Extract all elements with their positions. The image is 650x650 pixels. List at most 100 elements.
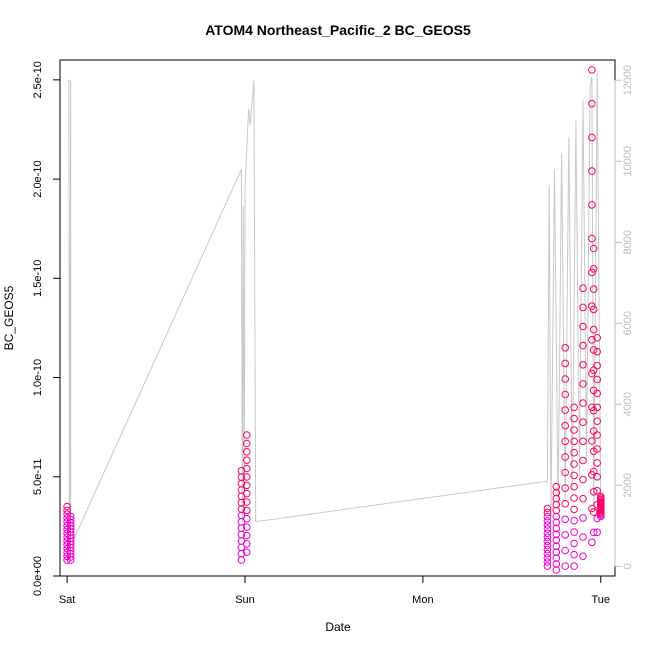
data-point [589, 265, 598, 273]
data-point [561, 421, 570, 430]
data-point [593, 486, 602, 495]
data-point [552, 566, 561, 574]
plot-frame [59, 59, 616, 577]
data-point [543, 537, 552, 546]
data-point [552, 488, 561, 497]
bc-geos5-point-series [63, 66, 605, 574]
data-point [593, 403, 602, 412]
data-point [561, 546, 570, 555]
x-tick-label: Tue [591, 594, 610, 606]
data-point [66, 515, 75, 524]
data-point [593, 375, 602, 384]
data-point [570, 460, 578, 468]
data-point [588, 437, 596, 445]
data-point [588, 268, 596, 277]
data-point [552, 512, 561, 521]
data-point [589, 346, 598, 354]
y-axis-left: 0.0e+00 5.0e-11 1.0e-10 1.5e-10 2.0e-10 2.5e-… [32, 61, 61, 596]
data-point [579, 494, 587, 503]
data-point [543, 554, 552, 562]
y-tick-label: 1.0e-10 [32, 359, 44, 396]
data-point [243, 431, 251, 439]
data-point [243, 481, 251, 490]
data-point [588, 234, 596, 243]
y-tick-label: 2.5e-10 [32, 61, 44, 98]
data-point [552, 494, 561, 503]
data-point [579, 341, 587, 350]
data-point [243, 489, 251, 498]
data-point [243, 498, 251, 506]
data-point [570, 562, 578, 570]
data-point [589, 244, 598, 253]
data-point [588, 99, 596, 108]
data-point [552, 518, 561, 527]
data-point [66, 512, 75, 521]
data-point [243, 439, 251, 448]
data-point [552, 506, 561, 515]
data-point [561, 344, 570, 352]
data-point [597, 492, 605, 501]
data-point [543, 529, 552, 538]
y-axis-right: 0 2000 4000 6000 8000 10000 12000 [614, 65, 634, 569]
data-point [589, 528, 598, 537]
data-point [570, 528, 578, 536]
data-point [552, 536, 561, 545]
data-point [243, 456, 251, 465]
data-point [589, 467, 598, 476]
data-point [543, 508, 552, 517]
data-point [561, 562, 570, 570]
data-point [243, 506, 251, 515]
data-point [243, 514, 251, 523]
chart-title: ATOM4 Northeast_Pacific_2 BC_GEOS5 [205, 22, 471, 38]
data-point [570, 482, 578, 491]
data-point [570, 494, 578, 502]
data-point [552, 530, 561, 539]
y-tick-label: 5.0e-11 [32, 459, 44, 496]
data-point [579, 380, 587, 388]
data-point [543, 512, 552, 521]
data-point [579, 284, 587, 293]
data-point [552, 524, 561, 533]
data-point [579, 361, 587, 369]
y2-tick-label: 2000 [622, 473, 634, 497]
data-point [543, 558, 552, 566]
data-point [589, 285, 598, 293]
data-point [543, 533, 552, 542]
data-point [593, 445, 602, 453]
data-point [561, 375, 570, 383]
data-point [579, 514, 587, 522]
data-point [63, 502, 71, 511]
data-point [243, 548, 251, 557]
data-point [561, 515, 570, 524]
data-point [543, 545, 552, 554]
data-point [570, 550, 578, 559]
data-point [570, 437, 578, 446]
data-point [243, 464, 251, 473]
data-point [543, 541, 552, 550]
data-point [570, 505, 578, 514]
data-point [588, 201, 596, 209]
data-point [593, 347, 602, 356]
data-point [579, 418, 587, 427]
data-point [561, 359, 570, 368]
data-point [570, 471, 578, 480]
data-point [561, 468, 570, 477]
x-tick-label: Sun [235, 594, 255, 606]
data-point [561, 484, 570, 492]
altitude-line [67, 72, 602, 543]
data-point [589, 305, 598, 314]
data-point [579, 533, 587, 541]
y-tick-label: 1.5e-10 [32, 260, 44, 297]
data-point [588, 133, 596, 142]
altitude-line-series [67, 72, 602, 543]
data-point [588, 538, 596, 547]
data-point [243, 473, 251, 481]
data-point [570, 414, 578, 423]
data-point [593, 417, 602, 426]
y-tick-label: 2.0e-10 [32, 160, 44, 197]
data-point [552, 554, 561, 562]
data-point [552, 500, 561, 509]
data-point [588, 504, 596, 513]
x-tick-label: Mon [412, 594, 433, 606]
data-point [543, 525, 552, 533]
